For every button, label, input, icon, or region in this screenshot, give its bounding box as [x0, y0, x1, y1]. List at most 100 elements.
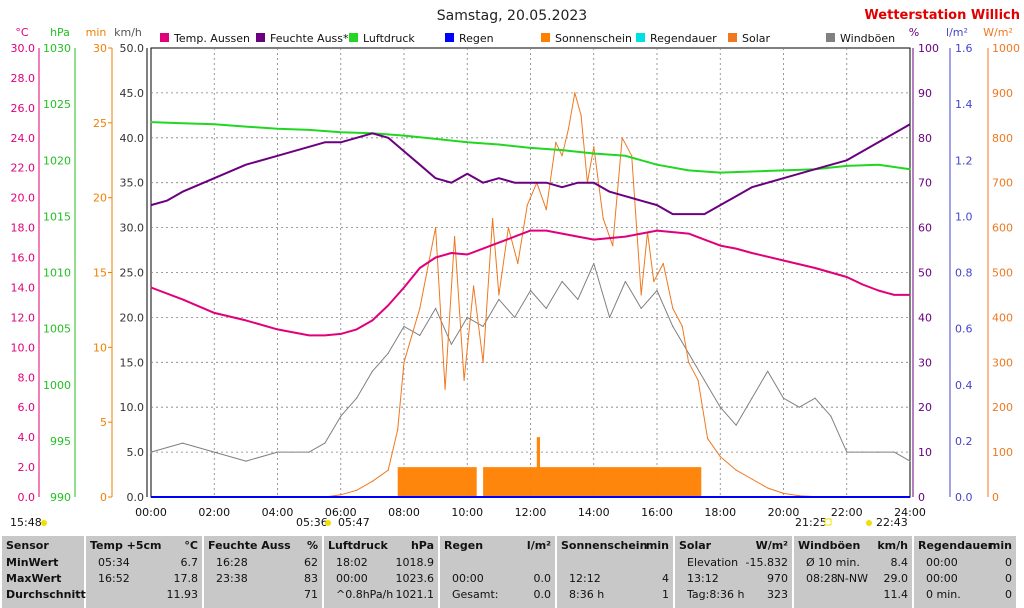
series-solar-point: [397, 429, 399, 431]
table-cell-value: 1023.6: [395, 572, 435, 585]
series-temp-aussen-point: [276, 328, 279, 330]
table-row: ^0.8hPa/h 1021.1: [328, 588, 434, 603]
wind-tick-label: 15.0: [120, 356, 145, 369]
series-solar-point: [653, 280, 655, 283]
table-cell-value: 1: [662, 588, 669, 601]
series-feuchte-auss-point: [166, 200, 168, 202]
series-feuchte-auss-point: [593, 182, 595, 184]
rain-tick-label: 0.4: [955, 379, 973, 392]
series-solar-point: [631, 155, 633, 157]
series-feuchte-auss-point: [529, 182, 532, 184]
x-tick-label: 24:00: [894, 506, 926, 519]
table-header-label: Regen: [444, 539, 484, 552]
x-tick-label: 16:00: [641, 506, 673, 519]
legend-swatch: [541, 33, 550, 42]
series-windb-en-point: [466, 316, 468, 318]
table-cell-value: 0.0: [533, 572, 552, 585]
table-cell-value: 970: [767, 572, 788, 585]
series-temp-aussen-point: [182, 298, 184, 300]
series-temp-aussen-point: [150, 286, 152, 289]
series-temp-aussen-point: [356, 328, 358, 330]
series-windb-en-point: [893, 451, 895, 453]
x-tick-label: 20:00: [768, 506, 800, 519]
series-temp-aussen-point: [814, 267, 816, 269]
rain-tick-label: 0.6: [955, 323, 973, 336]
series-solar-point: [482, 361, 484, 363]
series-luftdruck-point: [909, 168, 911, 170]
series-windb-en-point: [672, 325, 674, 327]
legend-label: Feuchte Auss*: [270, 32, 349, 45]
table-column: Luftdruck hPa 18:02 1018.9 00:00 1023.6 ^0.8hP…: [324, 536, 438, 608]
chart-title: Samstag, 20.05.2023: [437, 8, 587, 24]
solar-tick-label: 800: [992, 132, 1013, 145]
series-feuchte-auss-point: [877, 141, 880, 143]
wind-axis-unit: km/h: [114, 26, 142, 39]
temp-tick-label: 2.0: [18, 461, 36, 474]
series-windb-en-point: [276, 451, 279, 453]
series-temp-aussen-point: [640, 233, 642, 235]
x-tick-label: 00:00: [135, 506, 167, 519]
series-feuchte-auss-point: [735, 195, 737, 197]
series-temp-aussen-point: [324, 334, 326, 336]
minutes-tick-label: 0: [100, 491, 107, 504]
legend-label: Windböen: [840, 32, 895, 45]
series-temp-aussen-point: [656, 230, 658, 232]
legend-label: Solar: [742, 32, 771, 45]
series-windb-en-point: [482, 325, 484, 327]
series-luftdruck-point: [245, 126, 247, 128]
series-solar-point: [387, 469, 389, 471]
rain-tick-label: 0.0: [955, 491, 973, 504]
x-tick-label: 12:00: [515, 506, 547, 519]
solar-tick-label: 0: [992, 491, 999, 504]
series-feuchte-auss-point: [609, 191, 611, 193]
table-row: 16:52 17.8: [90, 572, 198, 587]
table-header-label: Windböen: [798, 539, 861, 552]
series-solar-point: [612, 245, 614, 247]
series-windb-en-point: [324, 442, 326, 444]
series-windb-en-point: [245, 460, 247, 462]
series-solar-point: [555, 141, 557, 143]
series-regen-point: [909, 496, 911, 498]
table-column: Regendauer min 00:00 0 00:00 0 0 min. 0: [914, 536, 1016, 608]
legend-swatch: [826, 33, 835, 42]
table-column: Solar W/m² Elevation -15.832 13:12 970 Tag:8:3…: [675, 536, 792, 608]
table-cell-value: 29.0: [883, 572, 909, 585]
series-temp-aussen-point: [403, 286, 405, 289]
solar-tick-label: 600: [992, 222, 1013, 235]
series-temp-aussen-point: [609, 237, 611, 239]
temp-axis-unit: °C: [15, 26, 29, 39]
table-cell-value: 323: [767, 588, 788, 601]
pressure-tick-label: 1025: [43, 98, 71, 111]
temp-tick-label: 4.0: [18, 431, 36, 444]
table-column-header: Luftdruck hPa: [328, 539, 434, 554]
table-cell-value: 0.0: [533, 588, 552, 601]
humidity-tick-label: 70: [918, 177, 932, 190]
table-cell-value: 0: [1005, 588, 1012, 601]
table-header-unit: °C: [184, 539, 198, 552]
series-windb-en-point: [798, 406, 800, 408]
rain-axis-unit: l/m²: [946, 26, 968, 39]
pressure-tick-label: 1000: [43, 379, 71, 392]
series-feuchte-auss-point: [909, 123, 911, 125]
table-cell-label: 16:52: [98, 572, 130, 585]
series-sonnenschein: [151, 437, 910, 497]
humidity-tick-label: 40: [918, 311, 932, 324]
series-windb-en-point: [356, 397, 358, 399]
series-solar-point: [340, 494, 342, 496]
table-row: 12:12 4: [561, 572, 669, 587]
series-temp-aussen-point: [593, 239, 595, 241]
series-solar-point: [580, 114, 582, 116]
legend: Temp. Aussen Feuchte Auss* Luftdruck Regen S…: [160, 32, 895, 45]
minutes-tick-label: 5: [100, 416, 107, 429]
solar-tick-label: 900: [992, 87, 1013, 100]
series-windb-en-point: [498, 298, 500, 300]
sunrise-icon: [325, 520, 331, 526]
temp-tick-label: 12.0: [11, 311, 36, 324]
series-feuchte-auss-point: [688, 213, 690, 215]
table-cell-label: 18:02: [336, 556, 368, 569]
table-column-header: Regen l/m²: [444, 539, 551, 554]
table-row: 00:00 0.0: [444, 572, 551, 587]
x-tick-label: 06:00: [325, 506, 357, 519]
series-feuchte-auss-point: [545, 182, 547, 184]
series-solar-point: [561, 155, 563, 157]
